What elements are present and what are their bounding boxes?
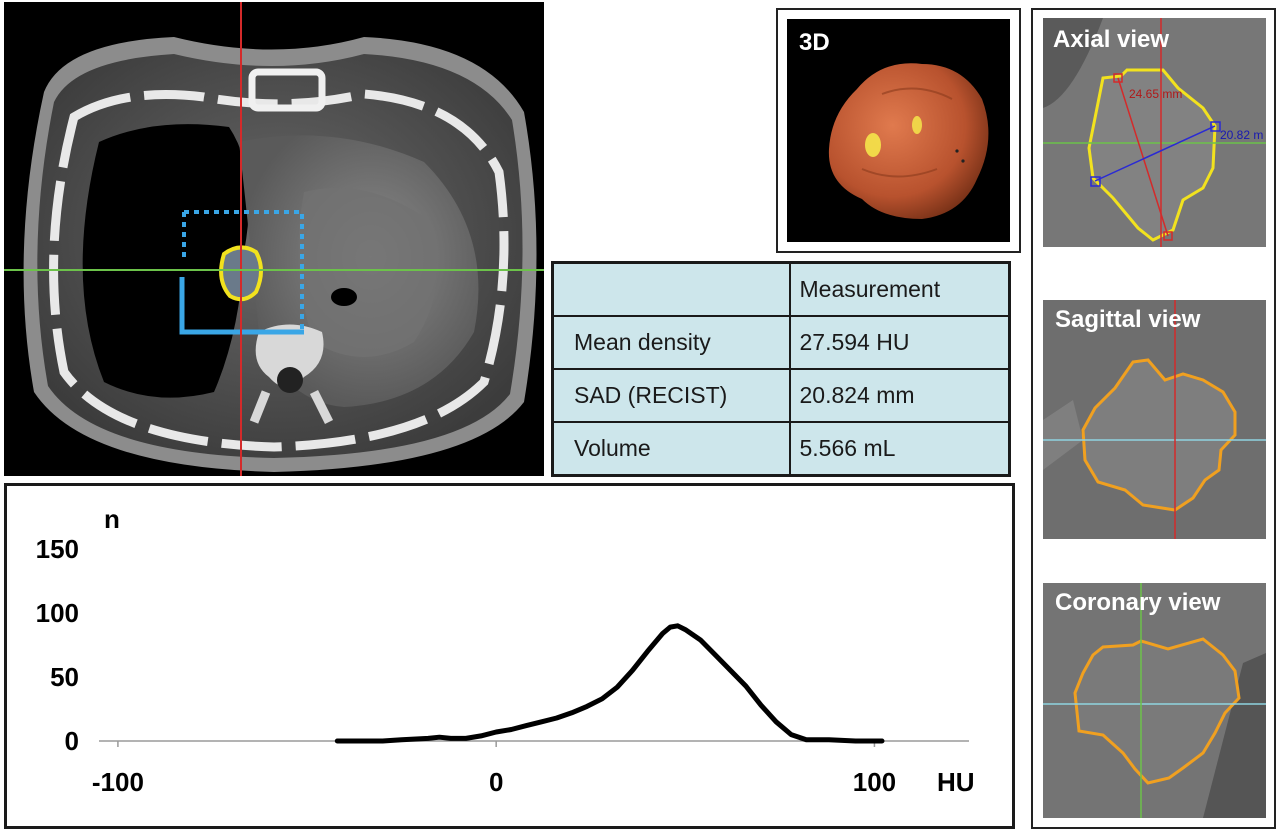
render-3d-viewport: 3D — [787, 19, 1010, 242]
x-tick-label: 0 — [489, 767, 503, 797]
density-histogram-panel: -100 0 100 0 50 100 150 n HU — [4, 483, 1015, 829]
axial-view: 24.65 mm 20.82 m Axial view — [1043, 18, 1266, 247]
panel-3d-render: 3D — [776, 8, 1021, 253]
orthogonal-views-panel: 24.65 mm 20.82 m Axial view Sagittal vie… — [1031, 8, 1276, 829]
measurement-table: Measurement Mean density 27.594 HU SAD (… — [551, 261, 1011, 477]
y-tick-label: 0 — [65, 726, 79, 756]
coronal-view-graphic — [1043, 583, 1266, 818]
table-header-cell — [551, 261, 791, 318]
axial-short-axis-label: 20.82 m — [1220, 128, 1263, 142]
tumor-3d-graphic — [828, 63, 989, 220]
table-header-row: Measurement — [551, 261, 1011, 318]
ct-axial-image — [4, 2, 544, 476]
coronal-view: Coronary view — [1043, 583, 1266, 818]
x-tick-label: -100 — [92, 767, 144, 797]
panel-label-coronal: Coronary view — [1055, 589, 1221, 616]
table-row: Mean density 27.594 HU — [551, 315, 1011, 370]
panel-label-3d: 3D — [799, 29, 830, 56]
sagittal-view: Sagittal view — [1043, 300, 1266, 539]
x-tick-label: 100 — [853, 767, 896, 797]
table-row: Volume 5.566 mL — [551, 420, 1011, 477]
y-tick-label: 100 — [36, 598, 79, 628]
y-tick-label: 150 — [36, 534, 79, 564]
x-axis-label: HU — [937, 767, 975, 797]
panel-label-axial: Axial view — [1053, 26, 1170, 53]
table-row-label: Mean density — [551, 315, 791, 370]
table-row-value: 27.594 HU — [788, 315, 1011, 370]
sagittal-view-graphic — [1043, 300, 1266, 539]
ct-scan-graphic — [4, 2, 544, 476]
y-axis-label: n — [104, 504, 120, 534]
panel-label-sagittal: Sagittal view — [1055, 306, 1201, 333]
histogram-series-line — [334, 623, 885, 744]
table-header-cell: Measurement — [788, 261, 1011, 318]
density-histogram-chart: -100 0 100 0 50 100 150 n HU — [36, 504, 975, 797]
y-tick-label: 50 — [50, 662, 79, 692]
table-row-label: Volume — [551, 420, 791, 477]
axial-long-axis-label: 24.65 mm — [1129, 87, 1182, 101]
table-row-value: 5.566 mL — [788, 420, 1011, 477]
table-row-label: SAD (RECIST) — [551, 367, 791, 423]
table-row-value: 20.824 mm — [788, 367, 1011, 423]
table-row: SAD (RECIST) 20.824 mm — [551, 367, 1011, 423]
axial-view-graphic: 24.65 mm 20.82 m — [1043, 18, 1266, 247]
